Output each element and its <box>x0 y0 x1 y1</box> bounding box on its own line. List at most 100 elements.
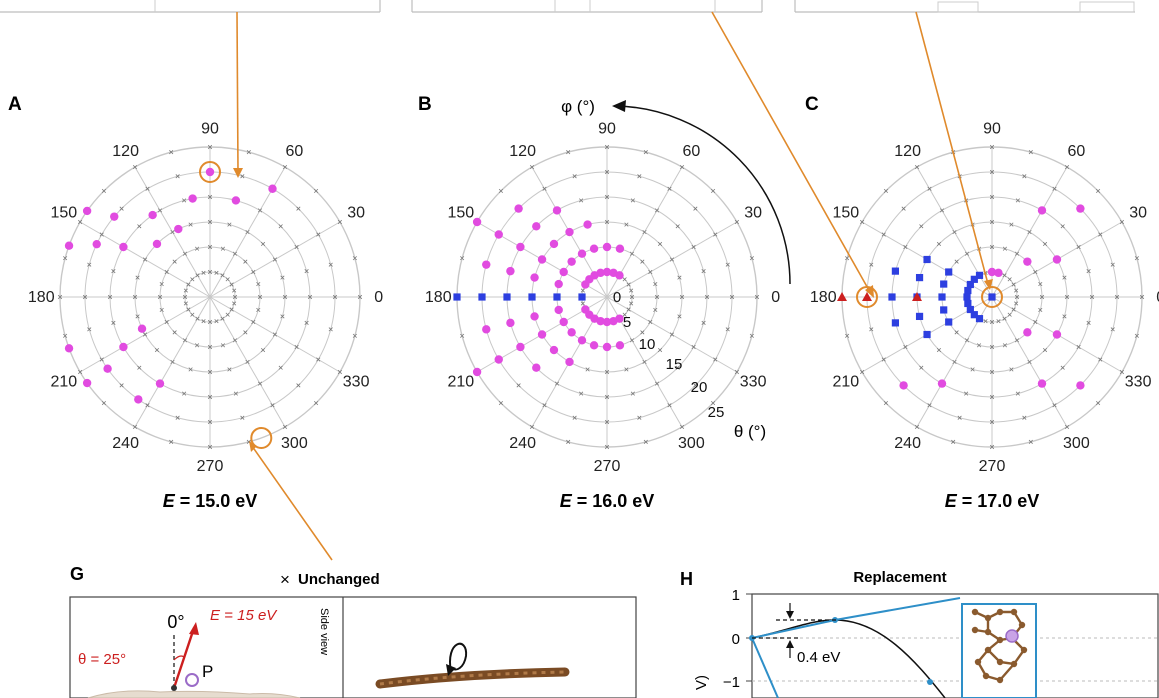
unchanged-marker <box>1028 439 1033 444</box>
unchanged-marker <box>604 219 610 225</box>
unchanged-marker <box>1033 269 1038 275</box>
angle-label: 210 <box>448 373 475 390</box>
unchanged-marker <box>729 294 735 300</box>
unchanged-marker <box>989 144 995 150</box>
angle-label: 210 <box>833 373 860 390</box>
barrier-arrowhead-down <box>786 611 794 619</box>
data-point-dot <box>231 196 241 205</box>
unchanged-marker <box>1139 294 1145 300</box>
unchanged-marker <box>257 381 263 386</box>
unchanged-marker <box>296 206 301 211</box>
data-point-dot <box>559 267 568 277</box>
data-point-dot <box>1076 381 1085 390</box>
data-point-triangle <box>862 292 872 301</box>
unchanged-marker <box>637 415 642 420</box>
data-point-dot <box>602 342 612 352</box>
unchanged-marker <box>296 383 301 388</box>
data-point-dot <box>602 267 612 277</box>
unchanged-marker <box>725 327 730 332</box>
unchanged-marker <box>653 307 658 313</box>
highlight-ring <box>199 161 221 183</box>
unchanged-marker <box>845 333 850 338</box>
unchanged-marker <box>135 314 140 319</box>
data-point-dot <box>188 194 197 203</box>
unchanged-marker <box>183 301 188 306</box>
data-point-dot <box>82 206 92 216</box>
unchanged-marker <box>1089 294 1095 300</box>
unchanged-marker <box>1022 174 1027 179</box>
unchanged-marker <box>195 316 200 321</box>
unchanged-marker <box>1076 244 1081 250</box>
unchanged-marker <box>1086 320 1091 325</box>
angle-label: 120 <box>894 143 921 160</box>
data-point-dot <box>615 244 625 253</box>
unchanged-marker <box>207 194 213 200</box>
data-point-square <box>478 293 486 301</box>
unchanged-marker <box>643 150 648 155</box>
unchanged-marker <box>1086 269 1091 274</box>
angle-label: 330 <box>740 373 767 390</box>
unchanged-marker <box>604 169 610 175</box>
unchanged-marker <box>529 165 535 170</box>
unchanged-marker <box>952 229 957 235</box>
data-point-dot <box>937 379 947 388</box>
unchanged-marker <box>542 403 547 408</box>
unchanged-marker <box>1002 316 1007 321</box>
unchanged-marker <box>622 277 627 282</box>
data-point-square <box>915 273 924 282</box>
data-point-square <box>988 293 996 301</box>
unchanged-marker <box>280 275 285 280</box>
angle-label: 180 <box>425 289 452 306</box>
unchanged-marker <box>207 144 213 150</box>
unchanged-marker <box>207 369 213 375</box>
data-point-dot <box>494 230 503 239</box>
unchanged-marker <box>182 338 188 343</box>
unchanged-marker <box>99 232 104 237</box>
unchanged-marker <box>294 344 299 350</box>
data-point-dot <box>987 267 997 277</box>
unchanged-marker <box>704 294 710 300</box>
theta-tick-label: 10 <box>639 336 656 353</box>
unchanged-marker <box>245 359 250 365</box>
atom-label-p: P <box>202 662 213 681</box>
data-point-dot <box>472 217 482 227</box>
data-point-square <box>945 268 953 276</box>
data-point-dot <box>581 280 590 289</box>
angle-label: 90 <box>598 120 616 137</box>
unchanged-marker <box>566 150 571 155</box>
unchanged-marker <box>232 294 238 300</box>
unchanged-marker <box>927 186 932 191</box>
unchanged-marker <box>207 444 213 450</box>
data-point-dot <box>134 395 143 404</box>
panel-letter-h: H <box>680 569 693 589</box>
highlight-ring <box>250 426 273 449</box>
data-point-dot <box>92 239 101 249</box>
unchanged-marker <box>749 333 754 338</box>
unchanged-marker <box>989 244 995 250</box>
unchanged-marker <box>713 232 718 237</box>
angle-label: 270 <box>594 458 621 475</box>
unchanged-marker <box>256 281 261 287</box>
data-point-square <box>923 330 931 339</box>
unchanged-marker <box>460 256 465 261</box>
unchanged-marker <box>903 344 908 350</box>
legend-unchanged: Unchanged <box>298 571 380 588</box>
unchanged-marker <box>243 330 248 335</box>
unchanged-marker <box>111 320 116 325</box>
unchanged-marker <box>220 316 225 321</box>
data-point-dot <box>532 363 541 372</box>
unchanged-marker <box>142 332 148 337</box>
unchanged-marker <box>188 222 193 227</box>
unchanged-marker <box>648 269 653 275</box>
data-point-dot <box>506 318 515 328</box>
impact-point <box>171 685 177 691</box>
unchanged-marker <box>529 424 535 429</box>
unchanged-marker <box>669 332 675 337</box>
unchanged-marker <box>57 294 63 300</box>
unchanged-marker <box>691 244 696 250</box>
data-point-square <box>964 286 972 295</box>
phi-axis-label: φ (°) <box>561 97 595 116</box>
angle-label: 300 <box>1063 435 1090 452</box>
unchanged-marker <box>669 257 675 262</box>
unchanged-marker <box>256 307 261 313</box>
